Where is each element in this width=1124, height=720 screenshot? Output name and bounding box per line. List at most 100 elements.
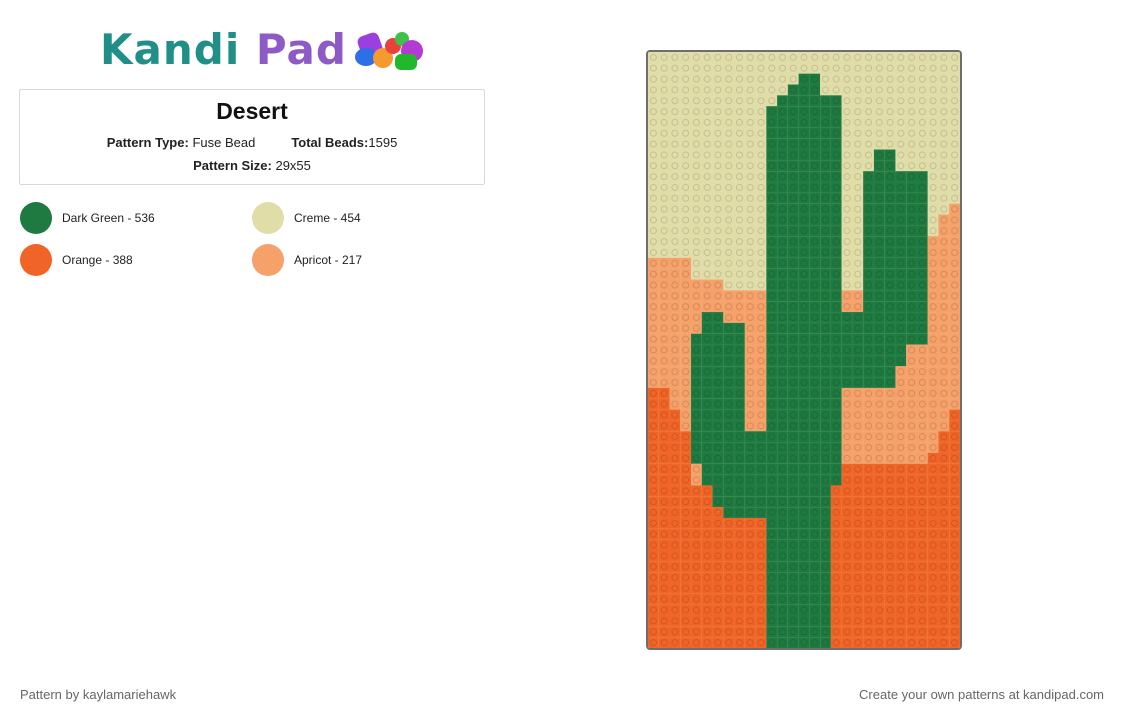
bead [648, 290, 659, 302]
bead-hole [822, 53, 830, 61]
bead-hole [918, 292, 926, 300]
bead-hole [671, 129, 679, 137]
bead [927, 615, 939, 627]
bead-hole [908, 97, 916, 105]
bead [787, 290, 799, 302]
bead-hole [649, 248, 657, 256]
bead [949, 507, 960, 518]
bead-hole [832, 227, 840, 235]
bead [680, 203, 692, 215]
bead-hole [682, 313, 690, 321]
bead-hole [843, 368, 851, 376]
bead-hole [725, 227, 733, 235]
bead [787, 442, 799, 453]
bead-hole [832, 379, 840, 387]
bead [755, 496, 767, 508]
bead [701, 561, 713, 573]
bead [723, 355, 735, 367]
bead-hole [725, 238, 733, 246]
bead [895, 333, 907, 345]
bead-hole [811, 205, 819, 213]
bead [680, 84, 692, 96]
bead [658, 398, 670, 410]
bead-hole [778, 86, 786, 94]
bead [916, 442, 928, 453]
bead [766, 452, 778, 464]
bead [884, 182, 896, 193]
bead-hole [940, 162, 948, 170]
bead-hole [725, 422, 733, 430]
bead-hole [768, 173, 776, 181]
bead [734, 117, 745, 128]
bead [809, 322, 821, 334]
bead-hole [768, 552, 776, 560]
bead [906, 582, 917, 594]
bead [669, 637, 681, 648]
bead [863, 398, 874, 410]
bead [755, 333, 767, 345]
bead [658, 333, 670, 345]
bead-hole [822, 584, 830, 592]
bead [895, 236, 907, 248]
bead [734, 572, 745, 583]
bead [787, 203, 799, 215]
bead [820, 247, 831, 258]
bead-hole [822, 574, 830, 582]
bead-hole [811, 75, 819, 83]
bead-hole [692, 487, 700, 495]
bead [830, 507, 842, 518]
bead [809, 593, 821, 605]
bead-hole [671, 118, 679, 126]
bead-hole [822, 639, 830, 647]
bead-hole [735, 389, 743, 397]
bead-hole [908, 552, 916, 560]
kandipad-link[interactable]: Create your own patterns at kandipad.com [859, 687, 1104, 702]
bead-hole [886, 281, 894, 289]
bead-hole [940, 563, 948, 571]
bead-hole [671, 313, 679, 321]
bead [723, 626, 735, 638]
bead-hole [735, 411, 743, 419]
bead [938, 496, 950, 508]
bead [852, 203, 864, 215]
kandipad-logo[interactable]: Kandi Pad [100, 26, 435, 74]
bead-hole [918, 129, 926, 137]
bead-hole [703, 606, 711, 614]
bead-hole [951, 238, 959, 246]
bead-hole [714, 584, 722, 592]
bead-hole [951, 108, 959, 116]
bead-hole [789, 465, 797, 473]
bead-hole [929, 259, 937, 267]
bead-hole [951, 75, 959, 83]
bead [734, 550, 745, 562]
bead-hole [843, 519, 851, 527]
bead [841, 561, 853, 573]
bead-hole [832, 574, 840, 582]
bead [658, 322, 670, 334]
bead-hole [671, 162, 679, 170]
bead-hole [951, 140, 959, 148]
bead-hole [897, 433, 905, 441]
bead-hole [757, 162, 765, 170]
bead-hole [897, 563, 905, 571]
bead-hole [875, 368, 883, 376]
bead-hole [897, 379, 905, 387]
bead [712, 344, 724, 356]
bead-hole [918, 183, 926, 191]
bead [712, 203, 724, 215]
bead-hole [757, 97, 765, 105]
bead-hole [843, 86, 851, 94]
bead [777, 539, 788, 551]
bead-hole [682, 183, 690, 191]
bead [712, 301, 724, 313]
bead [755, 507, 767, 518]
bead-hole [671, 335, 679, 343]
bead [648, 95, 659, 107]
bead [701, 344, 713, 356]
bead-hole [865, 346, 873, 354]
bead [938, 593, 950, 605]
bead [852, 160, 864, 172]
bead-hole [714, 368, 722, 376]
bead-hole [832, 183, 840, 191]
bead [755, 344, 767, 356]
